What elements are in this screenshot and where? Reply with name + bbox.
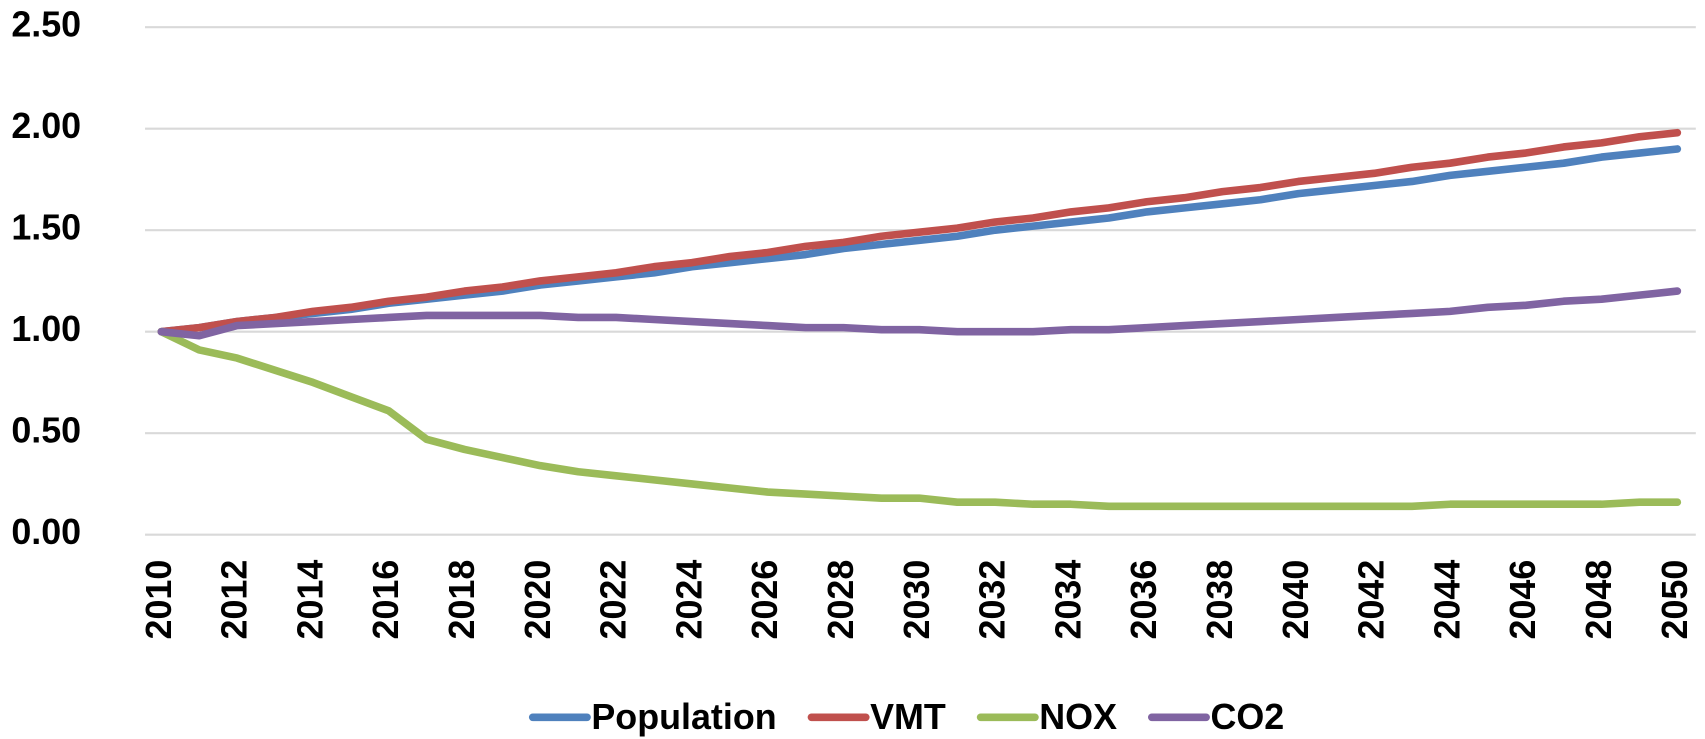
x-tick-label: 2048 — [1579, 560, 1619, 640]
y-tick-label: 1.00 — [11, 309, 81, 349]
y-tick-label: 0.00 — [11, 512, 81, 552]
x-tick-label: 2040 — [1276, 560, 1316, 640]
x-tick-label: 2016 — [366, 560, 406, 640]
x-tick-label: 2028 — [821, 560, 861, 640]
legend-label: CO2 — [1210, 697, 1284, 737]
x-tick-label: 2032 — [973, 560, 1013, 640]
x-tick-label: 2038 — [1200, 560, 1240, 640]
x-tick-label: 2020 — [518, 560, 558, 640]
x-tick-label: 2026 — [745, 560, 785, 640]
x-tick-label: 2042 — [1352, 560, 1392, 640]
legend: Population VMT NOX CO2 — [528, 697, 1284, 737]
x-tick-label: 2046 — [1503, 560, 1543, 640]
x-tick-label: 2024 — [669, 560, 709, 640]
series-line — [157, 287, 1682, 340]
x-tick-label: 2030 — [897, 560, 937, 640]
x-tick-label: 2014 — [290, 560, 330, 640]
legend-label: VMT — [870, 697, 946, 737]
y-tick-label: 2.00 — [11, 106, 81, 146]
x-tick-label: 2036 — [1124, 560, 1164, 640]
series-line — [157, 327, 1682, 511]
x-tick-label: 2034 — [1048, 560, 1088, 640]
x-tick-label: 2022 — [594, 560, 634, 640]
x-tick-label: 2044 — [1427, 560, 1467, 640]
y-tick-label: 0.50 — [11, 411, 81, 451]
y-tick-label: 1.50 — [11, 208, 81, 248]
x-tick-label: 2018 — [442, 560, 482, 640]
series-line — [157, 128, 1682, 336]
legend-label: NOX — [1039, 697, 1117, 737]
x-tick-label: 2010 — [139, 560, 179, 640]
x-tick-label: 2050 — [1655, 560, 1695, 640]
y-tick-label: 2.50 — [11, 5, 81, 45]
x-tick-label: 2012 — [215, 560, 255, 640]
legend-label: Population — [591, 697, 776, 737]
